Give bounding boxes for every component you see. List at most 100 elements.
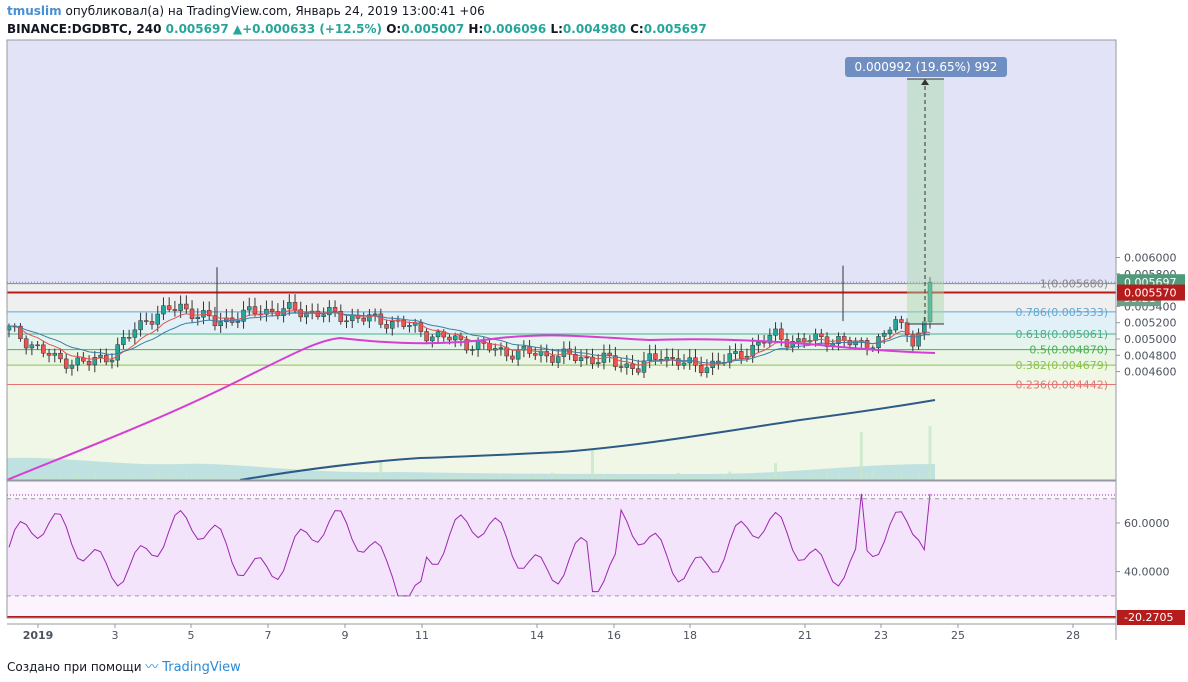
candle-body (550, 355, 555, 363)
candle-body (887, 329, 893, 334)
candle-body (927, 281, 933, 322)
volume-bar (104, 477, 108, 480)
rsi-pane[interactable] (7, 493, 1116, 618)
candle-body (338, 311, 344, 322)
time-tick-label: 5 (188, 629, 195, 642)
volume-bar (796, 476, 800, 480)
volume-bar (127, 477, 131, 480)
candle-body (332, 307, 338, 312)
candle-body (578, 357, 584, 361)
candle-body (292, 302, 298, 310)
volume-bar (791, 477, 795, 480)
time-tick-label: 21 (798, 629, 812, 642)
tradingview-brand[interactable]: TradingView (162, 660, 241, 675)
volume-bar (665, 477, 669, 480)
candle-body (264, 308, 269, 315)
price-tick-label: 0.005200 (1124, 317, 1177, 330)
candle-body (424, 331, 429, 342)
main-pane[interactable] (7, 78, 1116, 480)
volume-bar (385, 477, 389, 480)
username-link[interactable]: tmuslim (7, 4, 62, 18)
candle-body (144, 320, 149, 322)
candle-body (121, 336, 126, 345)
volume-bar (579, 475, 583, 480)
volume-bar (133, 475, 137, 480)
time-tick-label: 25 (951, 629, 965, 642)
symbol-info: BINANCE:DGDBTC, 240 0.005697 ▲+0.000633 … (7, 21, 707, 37)
volume-bar (699, 476, 703, 480)
time-tick-label: 2019 (23, 629, 54, 642)
volume-bar (573, 476, 577, 480)
volume-bar (413, 477, 417, 480)
candle-body (716, 360, 721, 364)
volume-bar (808, 475, 812, 480)
candle-body (287, 302, 292, 309)
volume-bar (367, 477, 371, 480)
candle-body (452, 335, 458, 341)
candle-body (561, 348, 567, 357)
volume-bar (762, 477, 766, 480)
candle-body (630, 363, 635, 369)
candle-body (229, 317, 235, 323)
axes (6, 39, 1120, 640)
candle-body (475, 341, 481, 350)
candle-body (773, 328, 778, 336)
volume-bar (356, 478, 360, 480)
volume-bar (894, 476, 898, 480)
tradingview-logo-icon: 〰 (145, 660, 159, 675)
volume-bar (13, 476, 17, 480)
candle-body (796, 338, 801, 342)
candle-body (401, 319, 406, 327)
volume-bar (64, 476, 68, 480)
volume-bar (390, 477, 394, 480)
candle-body (361, 318, 366, 322)
fib-label-0: 1(0.005680) (1040, 278, 1108, 291)
volume-bar (87, 478, 91, 480)
time-tick-label: 11 (415, 629, 429, 642)
volume-bar (528, 477, 532, 480)
volume-bar (350, 477, 354, 480)
volume-bar (774, 463, 778, 480)
volume-bar (259, 476, 263, 480)
candle-body (109, 359, 115, 363)
volume-bar (436, 478, 440, 480)
volume-bar (442, 476, 446, 480)
volume-bar (848, 477, 852, 480)
volume-bar (533, 475, 537, 480)
volume-bar (819, 477, 823, 480)
volume-bar (642, 477, 646, 480)
candle-body (498, 347, 504, 349)
volume-bar (488, 477, 492, 480)
volume-bar (419, 478, 423, 480)
symbol-name[interactable]: BINANCE:DGDBTC, 240 (7, 22, 162, 36)
volume-bar (453, 477, 457, 480)
time-tick-label: 28 (1066, 629, 1080, 642)
resistance-label: 0.005570 (1124, 287, 1177, 300)
candle-body (52, 352, 58, 356)
volume-bar (928, 426, 932, 480)
candle-body (681, 362, 687, 366)
price-change: +0.000633 (+12.5%) (242, 22, 383, 36)
candle-body (819, 333, 824, 338)
volume-bar (568, 477, 572, 480)
volume-bar (756, 477, 760, 480)
volume-bar (499, 474, 503, 480)
candle-body (733, 351, 738, 354)
volume-bar (859, 432, 863, 480)
volume-bar (190, 477, 194, 480)
candle-body (41, 344, 46, 354)
volume-bar (922, 475, 926, 480)
last-price: 0.005697 (165, 22, 229, 36)
volume-bar (93, 472, 97, 480)
measure-arrow-icon (921, 79, 929, 85)
candle-body (86, 360, 92, 366)
volume-bar (407, 477, 411, 480)
candle-body (881, 332, 887, 337)
volume-bar (322, 476, 326, 480)
low-label: L: (550, 22, 563, 36)
volume-bar (253, 477, 257, 480)
candle-body (69, 364, 75, 369)
volume-bar (373, 476, 377, 480)
volume-bar (625, 476, 629, 480)
